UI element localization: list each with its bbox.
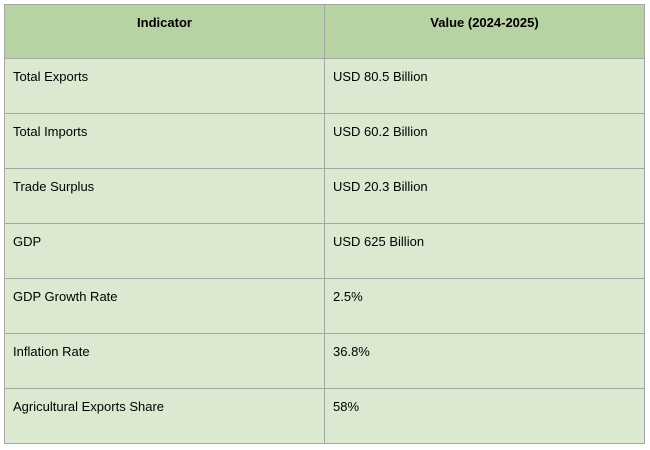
value-cell: USD 625 Billion — [324, 223, 645, 279]
indicator-cell: Agricultural Exports Share — [4, 388, 325, 444]
value-cell: 58% — [324, 388, 645, 444]
table-row: GDP USD 625 Billion — [4, 223, 645, 279]
indicator-cell: Trade Surplus — [4, 168, 325, 224]
indicator-cell: GDP — [4, 223, 325, 279]
indicator-table: Indicator Value (2024-2025) Total Export… — [4, 4, 645, 444]
value-cell: USD 60.2 Billion — [324, 113, 645, 169]
value-cell: USD 80.5 Billion — [324, 58, 645, 114]
indicator-cell: Total Exports — [4, 58, 325, 114]
indicator-cell: Total Imports — [4, 113, 325, 169]
table-row: Total Exports USD 80.5 Billion — [4, 58, 645, 114]
table-row: Total Imports USD 60.2 Billion — [4, 113, 645, 169]
header-value: Value (2024-2025) — [324, 4, 645, 59]
header-indicator: Indicator — [4, 4, 325, 59]
table-header-row: Indicator Value (2024-2025) — [4, 4, 645, 59]
table-row: Trade Surplus USD 20.3 Billion — [4, 168, 645, 224]
value-cell: 36.8% — [324, 333, 645, 389]
table-row: GDP Growth Rate 2.5% — [4, 278, 645, 334]
value-cell: USD 20.3 Billion — [324, 168, 645, 224]
value-cell: 2.5% — [324, 278, 645, 334]
indicator-cell: Inflation Rate — [4, 333, 325, 389]
table-row: Agricultural Exports Share 58% — [4, 388, 645, 444]
table-row: Inflation Rate 36.8% — [4, 333, 645, 389]
indicator-cell: GDP Growth Rate — [4, 278, 325, 334]
